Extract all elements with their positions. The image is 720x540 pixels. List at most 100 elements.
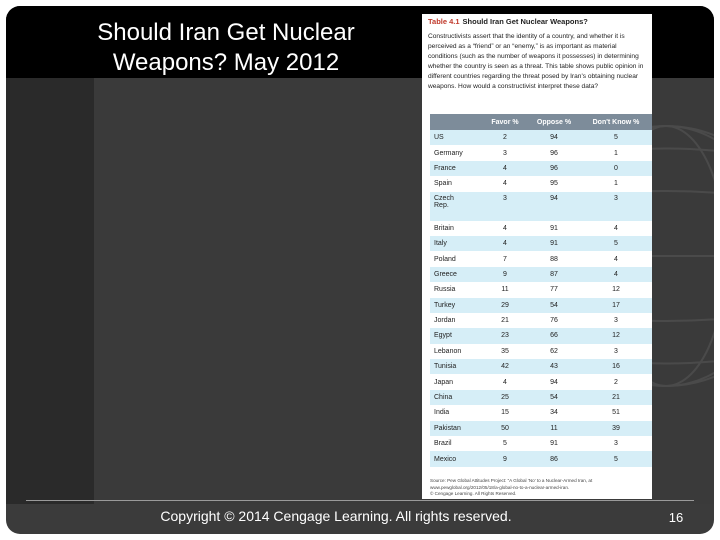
cell-oppose: 87 [550,270,558,278]
cell-oppose: 43 [550,363,558,371]
cell-dont-know: 3 [614,317,618,325]
page-number: 16 [668,510,684,525]
slide-title-line-2: Weapons? May 2012 [112,49,340,76]
table-caption: Table 4.1 Should Iran Get Nuclear Weapons… [428,17,588,26]
table-row: China 25 54 21 [430,389,652,406]
cell-favor: 3 [503,149,507,157]
cell-country: Spain [434,180,452,188]
cell-oppose: 77 [550,286,558,294]
cell-dont-know: 5 [614,134,618,142]
cell-country: Russia [434,286,456,294]
cell-country: India [434,409,450,417]
cell-country: Pakistan [434,424,461,432]
cell-country: Lebanon [434,347,462,355]
cell-favor: 7 [503,255,507,263]
cell-oppose: 91 [550,240,558,248]
table-row: Italy 4 91 5 [430,235,652,252]
table-header-row: Favor % Oppose % Don't Know % [430,114,652,130]
cell-dont-know: 1 [614,149,618,157]
cell-country: Egypt [434,332,452,340]
left-strip [6,78,94,504]
cell-favor: 50 [501,424,509,432]
table-row: Egypt 23 66 12 [430,328,652,344]
cell-dont-know: 39 [612,424,620,432]
cell-country: France [434,164,456,172]
cell-oppose: 96 [550,149,558,157]
table-row: Greece 9 87 4 [430,266,652,283]
cell-favor: 29 [501,301,509,309]
cell-oppose: 76 [550,317,558,325]
table-caption-text: Should Iran Get Nuclear Weapons? [462,17,588,26]
cell-favor: 15 [501,409,509,417]
cell-country: US [434,134,444,142]
cell-country: Turkey [434,301,456,309]
footer-divider [26,500,694,501]
slide-title-line-1: Should Iran Get Nuclear [97,19,355,46]
cell-country: Britain [434,224,454,232]
cell-oppose: 94 [550,194,558,202]
cell-favor: 2 [503,134,507,142]
cell-oppose: 94 [550,134,558,142]
cell-country: Greece [434,270,457,278]
cell-oppose: 34 [550,409,558,417]
header-dont-know: Don't Know % [592,118,640,126]
cell-dont-know: 12 [612,332,620,340]
table-row: Poland 7 88 4 [430,251,652,267]
table-row: US 2 94 5 [430,130,652,146]
table-row: France 4 96 0 [430,160,652,177]
cell-dont-know: 12 [612,286,620,294]
table-row: Mexico 9 86 5 [430,451,652,467]
cell-country: Czech Rep. [434,194,454,209]
cell-dont-know: 51 [612,409,620,417]
cell-favor: 3 [503,194,507,202]
slide: Should Iran Get Nuclear Weapons? May 201… [6,6,714,534]
cell-oppose: 86 [550,455,558,463]
cell-oppose: 54 [550,301,558,309]
cell-country: Brazil [434,440,452,448]
cell-favor: 35 [501,347,509,355]
cell-dont-know: 2 [614,378,618,386]
table-figure: Table 4.1 Should Iran Get Nuclear Weapons… [422,14,652,499]
table-row: Lebanon 35 62 3 [430,343,652,360]
cell-oppose: 91 [550,224,558,232]
cell-oppose: 94 [550,378,558,386]
header-oppose: Oppose % [536,118,572,126]
cell-country: Mexico [434,455,457,463]
cell-dont-know: 4 [614,224,618,232]
header-favor: Favor % [491,118,519,126]
table-row: Jordan 21 76 3 [430,312,652,329]
cell-oppose: 66 [550,332,558,340]
cell-country: Poland [434,255,456,263]
cell-favor: 9 [503,270,507,278]
cell-dont-know: 21 [612,394,620,402]
table-row: Tunisia 42 43 16 [430,359,652,375]
cell-oppose: 91 [550,440,558,448]
cell-favor: 42 [501,363,509,371]
cell-country: Germany [434,149,463,157]
cell-oppose: 62 [550,347,558,355]
cell-country: Italy [434,240,447,248]
copyright-text: Copyright © 2014 Cengage Learning. All r… [160,508,512,524]
table-body: US 2 94 5 Germany 3 96 1 France 4 96 0 Spain 4 95 1 Czec… [430,130,652,467]
cell-dont-know: 3 [614,347,618,355]
cell-oppose: 11 [550,424,558,432]
cell-dont-know: 5 [614,455,618,463]
cell-country: Tunisia [434,363,457,371]
table-row: Russia 11 77 12 [430,282,652,298]
table-source: Source: Pew Global Attitudes Project: “A… [430,478,650,498]
table-row: Britain 4 91 4 [430,220,652,236]
table-row: Germany 3 96 1 [430,145,652,161]
cell-favor: 5 [503,440,507,448]
opinion-table: Favor % Oppose % Don't Know % US 2 94 5 Germ… [430,114,652,467]
cell-dont-know: 16 [612,363,620,371]
cell-dont-know: 0 [614,164,618,172]
table-row: Czech Rep. 3 94 3 [430,191,652,221]
cell-dont-know: 1 [614,180,618,188]
table-description: Constructivists assert that the identity… [428,33,644,90]
cell-favor: 4 [503,378,507,386]
cell-favor: 9 [503,455,507,463]
cell-favor: 25 [501,394,509,402]
table-row: Brazil 5 91 3 [430,436,652,452]
cell-country: China [434,394,453,402]
cell-favor: 4 [503,180,507,188]
